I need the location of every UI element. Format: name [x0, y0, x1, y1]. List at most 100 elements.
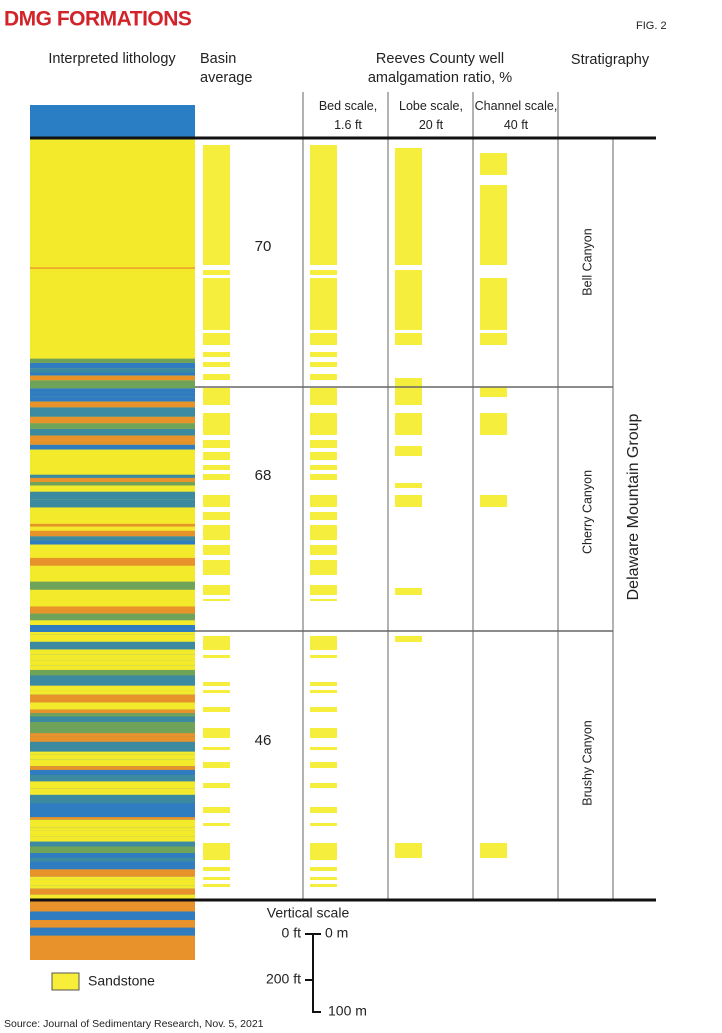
lithology-layer: [30, 321, 195, 323]
lithology-layer: [30, 907, 195, 912]
sandstone-bar: [480, 843, 507, 858]
lithology-layer: [30, 766, 195, 770]
lithology-layer: [30, 507, 195, 516]
sandstone-bar: [310, 877, 337, 880]
lithology-layer: [30, 485, 195, 492]
lithology-layer: [30, 641, 195, 650]
sandstone-bar: [480, 413, 507, 435]
sandstone-bar: [203, 388, 230, 405]
lithology-layer: [30, 685, 195, 691]
lithology-layer: [30, 435, 195, 441]
group-name: Delaware Mountain Group: [625, 414, 642, 601]
lithology-layer: [30, 665, 195, 670]
sandstone-bar: [395, 636, 422, 642]
lithology-layer: [30, 841, 195, 847]
sandstone-bar: [310, 707, 337, 712]
lithology-layer: [30, 613, 195, 621]
sandstone-bar: [310, 783, 337, 788]
scale-bar: [305, 933, 321, 1013]
formation-name: Bell Canyon: [580, 228, 594, 295]
sandstone-bar: [310, 762, 337, 768]
lithology-layer: [30, 949, 195, 956]
lithology-layer: [30, 358, 195, 363]
sandstone-bar: [480, 153, 507, 175]
net-gross: 70: [255, 238, 272, 255]
subheader: Channel scale, 40 ft: [474, 99, 558, 132]
lithology-layer: [30, 694, 195, 703]
lithology-layer: [30, 313, 195, 315]
lithology-layer: [30, 736, 195, 742]
sandstone-bar: [203, 440, 230, 448]
sandstone-bar: [203, 636, 230, 650]
sandstone-bar: [395, 333, 422, 345]
lithology-layer: [30, 388, 195, 393]
lithology-layer: [30, 927, 195, 936]
lithology-layer: [30, 462, 195, 470]
sandstone-bar: [203, 585, 230, 595]
lithology-layer: [30, 894, 195, 900]
lithology-layer: [30, 675, 195, 682]
lithology-layer: [30, 660, 195, 666]
sandstone-bar: [310, 585, 337, 595]
sandstone-bar: [310, 352, 337, 357]
sandstone-bar: [203, 560, 230, 575]
subheader-text: Channel scale, 40 ft: [474, 99, 558, 132]
sandstone-bar: [395, 148, 422, 265]
sandstone-bar: [203, 352, 230, 357]
lithology-layer: [30, 830, 195, 837]
lithology-layer: [30, 540, 195, 545]
net-gross: 46: [255, 732, 272, 749]
sandstone-bar: [310, 728, 337, 738]
lithology-layer: [30, 853, 195, 858]
lithology-layer: [30, 846, 195, 854]
lithology-layer: [30, 407, 195, 412]
lithology-layer: [30, 249, 195, 252]
lithology-layer: [30, 788, 195, 795]
lithology-layer: [30, 345, 195, 351]
lithology-layer: [30, 350, 195, 359]
lithology-layer: [30, 900, 195, 905]
lithology-layer: [30, 794, 195, 798]
column-header: Basin average net/gross, %: [200, 51, 264, 90]
sandstone-bar: [203, 884, 230, 887]
lithology-layer: [30, 372, 195, 376]
lithology-layer: [30, 879, 195, 886]
scale-label: 0 ft: [282, 925, 302, 941]
sandstone-bar: [310, 560, 337, 575]
sandstone-bar: [310, 333, 337, 345]
sandstone-bars: [203, 145, 507, 887]
lithology-layer: [30, 444, 195, 450]
lithology-layer: [30, 669, 195, 676]
sandstone-bar: [203, 362, 230, 367]
sandstone-bar: [203, 374, 230, 380]
lithology-layer: [30, 474, 195, 478]
sandstone-bar: [310, 690, 337, 693]
lithology-layer: [30, 375, 195, 381]
column-header-text: Reeves County well amalgamation ratio, %: [367, 51, 513, 86]
lithology-layer: [30, 722, 195, 730]
lithology-layer: [30, 449, 195, 455]
lithology-layer: [30, 681, 195, 686]
sandstone-bar: [310, 636, 337, 650]
lithology-layer: [30, 634, 195, 642]
lithology-layer: [30, 368, 195, 373]
lithology-layer: [30, 423, 195, 429]
lithology-layer: [30, 759, 195, 767]
sandstone-bar: [203, 807, 230, 813]
lithology-layer: [30, 160, 195, 161]
column-header: Reeves County well amalgamation ratio, %: [367, 51, 513, 86]
sandstone-bar: [203, 682, 230, 686]
sandstone-bar: [395, 270, 422, 330]
sandstone-bar: [480, 278, 507, 330]
lithology-layer: [30, 606, 195, 614]
sandstone-bar: [310, 440, 337, 448]
lithology-layer: [30, 499, 195, 508]
sandstone-bar: [203, 333, 230, 345]
sandstone-bar: [310, 843, 337, 860]
subheader-text: Bed scale, 1.6 ft: [318, 99, 378, 132]
lithology-layer: [30, 596, 195, 601]
sandstone-bar: [310, 362, 337, 367]
sandstone-bar: [310, 884, 337, 887]
lithology-layer: [30, 526, 195, 531]
